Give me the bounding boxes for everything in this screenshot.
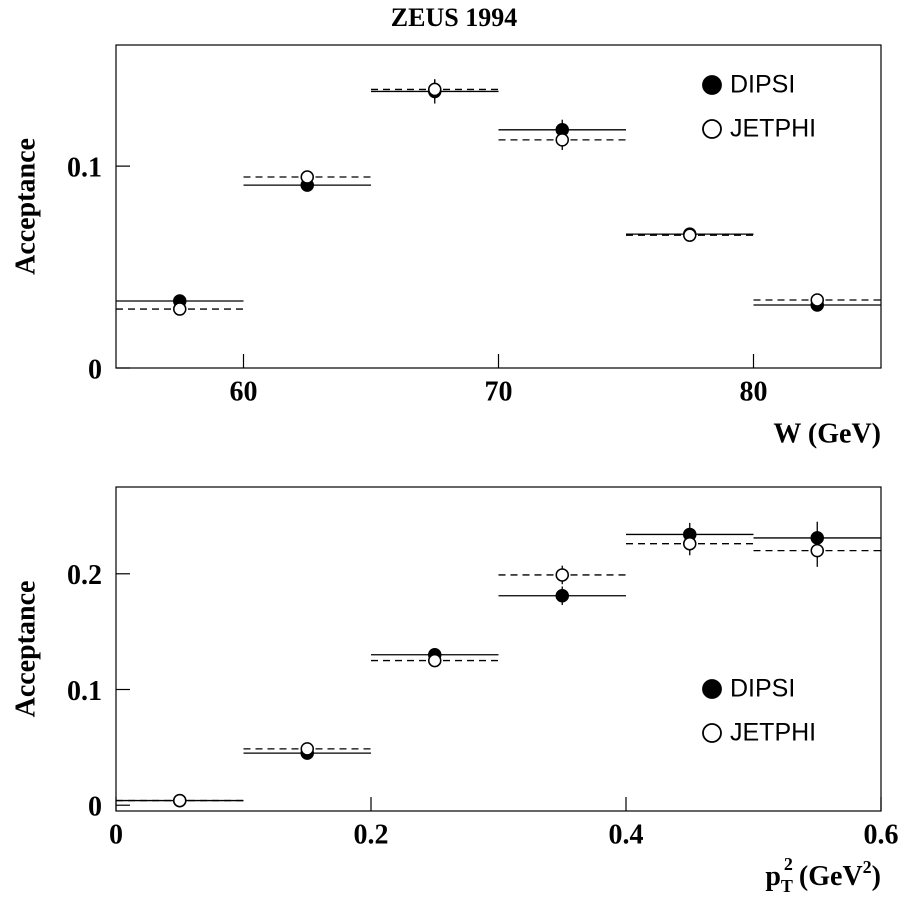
legend-marker (702, 679, 722, 699)
legend-marker (702, 75, 722, 95)
x-axis-label: pT2 (GeV2) (765, 854, 881, 896)
marker (428, 653, 442, 668)
plot-frame (115, 486, 882, 812)
legend-label: DIPSI (730, 675, 795, 703)
x-tick-label: 0.2 (354, 819, 389, 850)
x-axis-label-part: 2 (784, 854, 793, 874)
y-axis-label: Acceptance (10, 138, 41, 275)
y-tick-label: 0.1 (67, 153, 102, 184)
marker (555, 589, 569, 603)
marker (683, 536, 697, 551)
marker (555, 568, 569, 582)
x-axis-label-part: p (765, 861, 781, 892)
chart-title: ZEUS 1994 (391, 3, 517, 32)
x-axis-label-part: (GeV (799, 861, 863, 892)
marker (810, 293, 824, 307)
marker (173, 302, 187, 316)
x-axis-label-part: ) (872, 861, 881, 892)
y-tick-label: 0 (88, 792, 102, 823)
marker (428, 82, 442, 97)
y-tick-label: 0.2 (67, 560, 102, 591)
legend-marker (702, 119, 722, 139)
x-tick-label: 0.6 (864, 819, 899, 850)
x-tick-label: 80 (740, 376, 768, 407)
x-axis-label-part: 2 (863, 857, 872, 877)
legend-label: JETPHI (730, 719, 816, 747)
x-tick-label: 60 (230, 376, 258, 407)
marker (173, 793, 187, 808)
y-axis-label: Acceptance (10, 581, 41, 718)
legend-label: DIPSI (730, 71, 795, 99)
marker (300, 742, 314, 756)
x-axis-label-part: T (781, 876, 793, 896)
y-tick-label: 0.1 (67, 676, 102, 707)
x-tick-label: 0 (109, 819, 123, 850)
marker (555, 133, 569, 147)
x-tick-label: 0.4 (609, 819, 644, 850)
marker (683, 228, 697, 242)
y-tick-label: 0 (88, 354, 102, 385)
x-axis-label: W (GeV) (773, 418, 881, 449)
legend-label: JETPHI (730, 115, 816, 143)
x-tick-label: 70 (485, 376, 513, 407)
marker (300, 170, 314, 184)
marker (810, 543, 824, 558)
legend-marker (702, 723, 722, 743)
